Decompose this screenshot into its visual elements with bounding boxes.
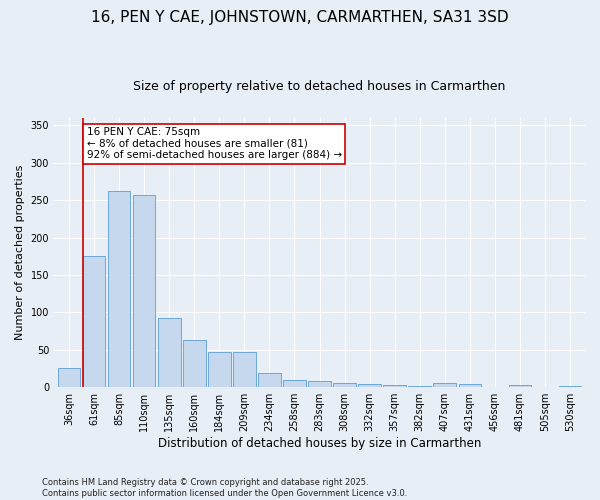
Text: 16 PEN Y CAE: 75sqm
← 8% of detached houses are smaller (81)
92% of semi-detache: 16 PEN Y CAE: 75sqm ← 8% of detached hou…: [86, 127, 342, 160]
Bar: [133, 195, 155, 387]
Bar: [383, 385, 406, 387]
Bar: [283, 380, 306, 387]
Bar: [409, 386, 431, 387]
Bar: [559, 386, 581, 387]
Bar: [208, 352, 230, 387]
Bar: [233, 352, 256, 387]
Text: Contains HM Land Registry data © Crown copyright and database right 2025.
Contai: Contains HM Land Registry data © Crown c…: [42, 478, 407, 498]
Bar: [108, 191, 130, 387]
Bar: [83, 256, 106, 387]
Bar: [333, 382, 356, 387]
Bar: [308, 381, 331, 387]
Bar: [458, 384, 481, 387]
Bar: [433, 384, 456, 387]
X-axis label: Distribution of detached houses by size in Carmarthen: Distribution of detached houses by size …: [158, 437, 481, 450]
Text: 16, PEN Y CAE, JOHNSTOWN, CARMARTHEN, SA31 3SD: 16, PEN Y CAE, JOHNSTOWN, CARMARTHEN, SA…: [91, 10, 509, 25]
Y-axis label: Number of detached properties: Number of detached properties: [15, 165, 25, 340]
Bar: [158, 318, 181, 387]
Bar: [358, 384, 381, 387]
Bar: [509, 385, 531, 387]
Bar: [58, 368, 80, 387]
Bar: [258, 373, 281, 387]
Title: Size of property relative to detached houses in Carmarthen: Size of property relative to detached ho…: [133, 80, 506, 93]
Bar: [183, 340, 206, 387]
